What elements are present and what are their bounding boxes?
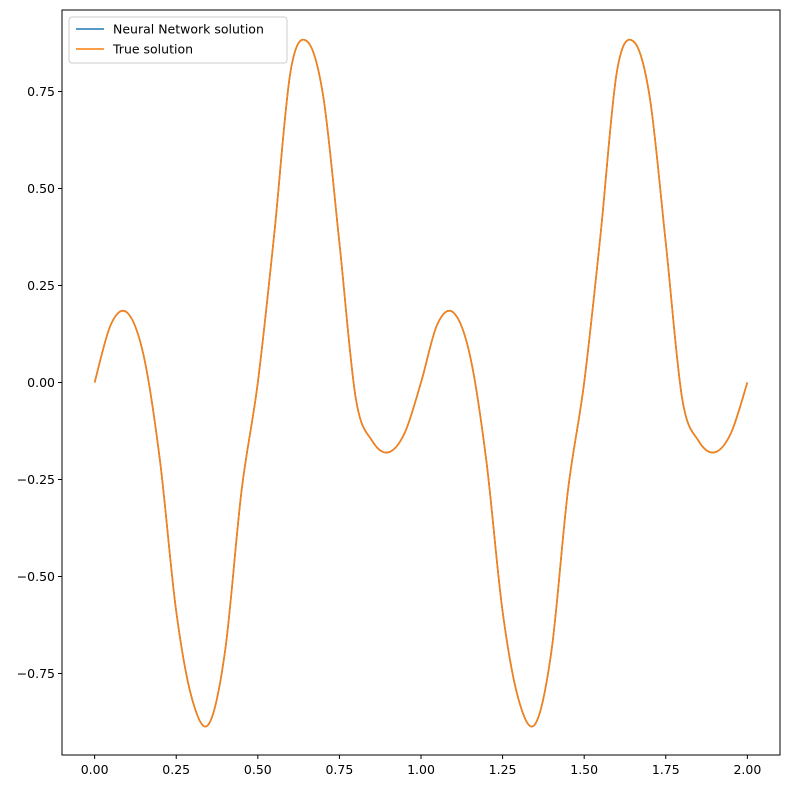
y-axis: −0.75 −0.50 −0.25 0.00 0.25 0.50 0.75 <box>17 84 62 681</box>
x-tick-label: 0.00 <box>81 762 109 777</box>
legend: Neural Network solution True solution <box>68 16 288 64</box>
x-tick-label: 0.25 <box>162 762 190 777</box>
x-tick-label: 1.75 <box>652 762 680 777</box>
y-tick-label: −0.25 <box>17 472 55 487</box>
y-tick-label: 0.25 <box>27 278 55 293</box>
y-tick-label: −0.50 <box>17 569 55 584</box>
legend-box <box>68 16 288 64</box>
legend-label-1: Neural Network solution <box>113 22 264 37</box>
legend-label-2: True solution <box>112 42 193 57</box>
x-tick-label: 1.50 <box>570 762 598 777</box>
y-tick-label: 0.50 <box>27 181 55 196</box>
series-line-2 <box>93 38 749 728</box>
x-axis: 0.00 0.25 0.50 0.75 1.00 1.25 1.50 1.75 2.00 <box>81 755 761 777</box>
y-tick-label: 0.00 <box>27 375 55 390</box>
y-tick-label: −0.75 <box>17 666 55 681</box>
y-tick-label: 0.75 <box>27 84 55 99</box>
x-tick-label: 0.75 <box>325 762 353 777</box>
x-tick-label: 1.25 <box>489 762 517 777</box>
x-tick-label: 1.00 <box>407 762 435 777</box>
x-tick-label: 0.50 <box>244 762 272 777</box>
x-tick-label: 2.00 <box>733 762 761 777</box>
series-layer <box>93 38 749 728</box>
